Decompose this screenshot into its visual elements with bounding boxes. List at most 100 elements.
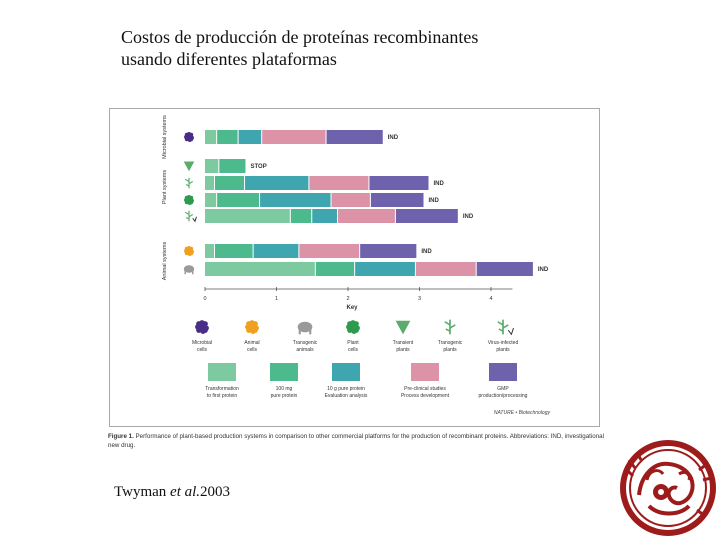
bar-segment [315,262,355,276]
bar-segment [205,193,217,207]
key-stage-swatch [332,363,360,381]
key-system-label: Microbial [192,340,212,346]
row-icon-microbial [184,132,194,142]
end-label: IND [463,214,474,220]
bar-segment [260,193,331,207]
bar-segment [205,209,290,223]
key-stage-label: Pre-clinical studies [404,386,446,392]
key-system-label: plants [443,347,457,353]
citation: Twyman et al.2003 [114,484,230,501]
bar-segment [205,262,315,276]
key-icon-virus-plant [497,319,514,336]
key-system-label: Transgenic [293,340,318,346]
bar-segment [205,244,215,258]
bar-segment [370,193,424,207]
end-label: IND [429,198,440,204]
group-label: Microbial systems [162,115,168,159]
row-icon-plant-cells [184,195,194,205]
key-system-label: cells [197,347,208,353]
row-icon-animal-cells [184,246,194,256]
x-tick-label: 2 [346,296,349,302]
key-stage-label: Process development [401,393,450,399]
key-stage-label: Evaluation analysis [325,393,368,399]
key-stage-swatch [208,363,236,381]
bar-segment [331,193,370,207]
key-stage-label: GMP [497,386,509,392]
key-stage-label: 10 g pure protein [327,386,365,392]
bar-segment [309,176,369,190]
bar-segment [215,244,253,258]
slide-title: Costos de producción de proteínas recomb… [121,26,478,70]
key-stage-label: Transformation [205,386,239,392]
key-label: Key [346,305,358,311]
slide-title-line-2: usando diferentes plataformas [121,49,337,69]
group-label: Animal systems [162,241,168,280]
bar-segment [217,130,238,144]
key-stage-swatch [270,363,298,381]
bar-segment [238,130,262,144]
bar-segment [326,130,383,144]
bar-segment [215,176,245,190]
bar-segment [355,262,415,276]
key-system-label: Transgenic [438,340,463,346]
slide-title-line-1: Costos de producción de proteínas recomb… [121,27,479,47]
key-icon-transgenic-animal [297,321,313,335]
citation-year: 2003 [200,484,231,500]
key-system-label: Plant [347,340,359,346]
bar-segment [217,193,260,207]
row-icon-transgenic-animal [183,265,195,275]
key-system-label: plants [396,347,410,353]
citation-author: Twyman [114,484,167,500]
group-label: Plant systems [162,170,168,204]
figure-caption: Figure 1. Performance of plant-based pro… [108,432,608,450]
bar-segment [262,130,326,144]
key-system-label: Transient [393,340,414,346]
key-stage-label: production/processing [479,393,528,399]
figure-panel: Microbial systems Plant systems Animal sys… [109,108,600,427]
bar-segment [290,209,312,223]
key-stage-swatch [411,363,439,381]
bar-segment [205,130,217,144]
x-tick-label: 3 [418,296,421,302]
figure-caption-label: Figure 1. [108,433,134,440]
key-system-label: animals [296,347,314,353]
key-system-label: Animal [244,340,259,346]
x-tick-label: 1 [275,296,278,302]
end-label: IND [538,267,549,273]
key-system-label: cells [348,347,359,353]
bar-segment [360,244,417,258]
key-icon-transgenic-plant [444,319,456,335]
end-label: IND [388,135,399,141]
key-system-label: cells [247,347,258,353]
end-label: STOP [250,164,266,170]
bar-segment [205,176,215,190]
bar-segment [299,244,360,258]
bar-segment [205,159,219,173]
key-stage-label: pure protein [271,393,298,399]
bar-segment [415,262,476,276]
figure-caption-text: Performance of plant-based production sy… [108,433,604,449]
x-tick-label: 4 [489,296,492,302]
bar-segment [245,176,309,190]
row-icon-transient [183,161,195,172]
end-label: IND [434,181,445,187]
key-icon-animal-cells [245,320,259,334]
key-icon-transient [395,320,411,335]
key-stage-swatch [489,363,517,381]
bar-segment [369,176,429,190]
key-system-label: Virus-infected [488,340,519,346]
key-stage-label: to first protein [207,393,238,399]
key-icon-microbial [195,320,209,334]
key-icon-plant-cells [346,320,360,334]
citation-etal: et al. [170,484,201,500]
row-icon-virus-plant [184,210,197,223]
production-timeline-chart: Microbial systems Plant systems Animal sys… [162,115,551,416]
end-label: IND [421,249,432,255]
bar-segment [476,262,533,276]
key-system-label: plants [496,347,510,353]
row-icon-transgenic-plant [184,177,194,189]
institution-seal-logo [620,440,716,536]
bar-segment [337,209,395,223]
bar-segment [219,159,246,173]
figure-credit: NATURE • Biotechnology [494,410,551,416]
